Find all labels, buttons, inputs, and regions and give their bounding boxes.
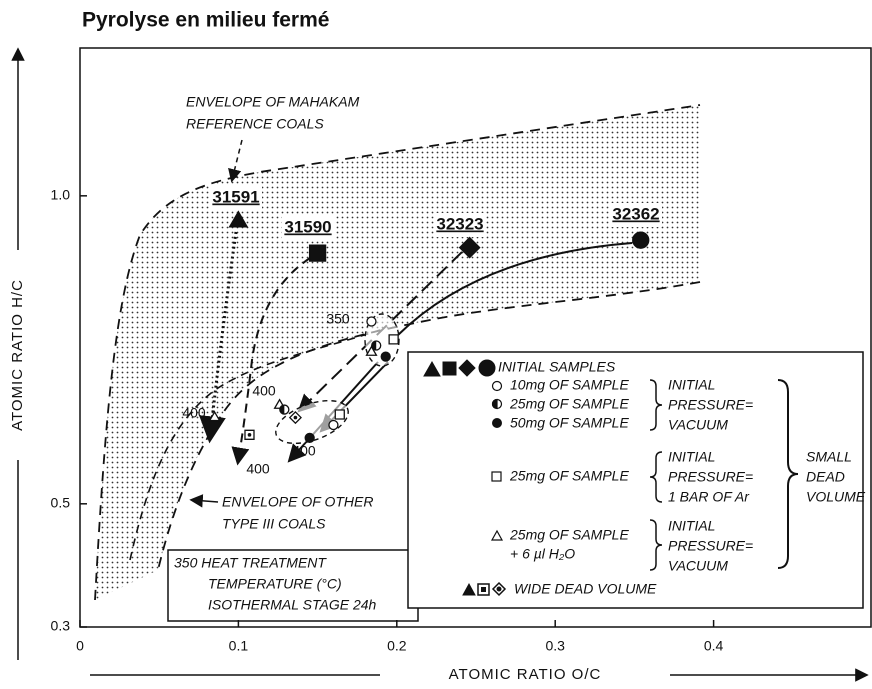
label-bg	[282, 216, 334, 240]
series-label: 32323	[436, 214, 483, 233]
mahakam-upper-boundary	[94, 104, 701, 601]
legend-label: PRESSURE=	[668, 538, 753, 554]
temperature-label: 400	[292, 443, 316, 459]
legend-label: + 6 µl H₂O	[510, 546, 575, 562]
trend-arrow	[198, 231, 238, 444]
data-point	[328, 419, 339, 431]
x-tick-label: 0.1	[229, 638, 249, 654]
temperature-label: 350	[326, 311, 350, 327]
heat-note: ISOTHERMAL STAGE 24h	[208, 597, 377, 613]
label-bg	[610, 203, 662, 227]
legend-label: WIDE DEAD VOLUME	[514, 581, 657, 597]
legend-label: VACUUM	[668, 417, 728, 433]
data-point-half	[279, 405, 285, 415]
legend-label: INITIAL SAMPLES	[498, 359, 616, 375]
envelope-label: ENVELOPE OF OTHER	[222, 494, 373, 510]
legend-label: PRESSURE=	[668, 469, 753, 485]
legend-box	[407, 351, 864, 609]
temperature-label: 400	[246, 461, 270, 477]
data-point-half	[371, 341, 377, 351]
legend-label: INITIAL	[668, 518, 715, 534]
legend-label: PRESSURE=	[668, 397, 753, 413]
legend-label: 50mg OF SAMPLE	[510, 415, 629, 431]
mahakam-lower-boundary	[157, 281, 701, 571]
y-tick-label: 0.5	[51, 495, 71, 511]
legend-label: INITIAL	[668, 449, 715, 465]
legend-label: 1 BAR OF Ar	[668, 489, 750, 505]
legend-label: DEAD	[806, 469, 845, 485]
data-point-dot	[293, 415, 298, 420]
temperature-label: 400	[182, 405, 206, 421]
heat-note: TEMPERATURE (°C)	[208, 576, 342, 592]
legend-brace	[777, 379, 799, 569]
envelope-label: REFERENCE COALS	[186, 116, 324, 132]
data-point	[388, 334, 399, 345]
legend-label: 25mg OF SAMPLE	[509, 396, 629, 412]
data-point	[334, 409, 345, 420]
data-point	[365, 345, 378, 356]
trend-arrow	[397, 242, 633, 336]
x-tick-label: 0	[76, 638, 84, 654]
data-point-dot	[247, 433, 252, 437]
legend-label: SMALL	[806, 449, 852, 465]
data-point	[458, 236, 481, 259]
legend-label: 25mg OF SAMPLE	[509, 527, 629, 543]
x-axis-label: ATOMIC RATIO O/C	[449, 666, 602, 683]
series-label: 31591	[212, 187, 259, 206]
y-tick-label: 1.0	[51, 187, 71, 203]
y-axis-label: ATOMIC RATIO H/C	[9, 279, 26, 431]
series-label: 31590	[284, 217, 331, 236]
heat-note: 350 HEAT TREATMENT	[174, 555, 327, 571]
plot-frame	[79, 47, 872, 628]
legend-label: VOLUME	[806, 489, 866, 505]
envelope-label: TYPE III COALS	[222, 516, 326, 532]
axis-label-bg	[380, 664, 670, 686]
mahakam-envelope	[95, 105, 700, 600]
legend-brace	[649, 519, 663, 571]
legend-label: 25mg OF SAMPLE	[509, 468, 629, 484]
envelope-label: ENVELOPE OF MAHAKAM	[186, 94, 360, 110]
other-envelope-boundary	[129, 329, 381, 561]
label-pointer	[189, 494, 219, 508]
legend-label: 10mg OF SAMPLE	[510, 377, 629, 393]
data-point	[632, 231, 650, 249]
x-tick-label: 0.3	[545, 638, 565, 654]
chart-title: Pyrolyse en milieu fermé	[82, 9, 329, 32]
cluster-ring	[275, 399, 349, 445]
data-point	[208, 410, 221, 422]
data-point	[228, 210, 249, 228]
legend-icons	[423, 359, 507, 597]
trend-arrow	[231, 257, 311, 466]
axis-label-bg	[8, 250, 30, 460]
data-point	[366, 316, 377, 327]
legend-label: INITIAL	[668, 377, 715, 393]
x-tick-label: 0.4	[704, 638, 724, 654]
series-label: 32362	[612, 204, 659, 223]
legend-label: VACUUM	[668, 558, 728, 574]
label-pointer	[228, 139, 243, 183]
y-tick-label: 0.3	[51, 618, 71, 634]
data-point	[304, 432, 315, 444]
data-point	[308, 244, 327, 262]
label-bg	[434, 213, 486, 237]
temperature-label: 400	[252, 383, 276, 399]
data-point	[380, 351, 391, 362]
x-tick-label: 0.2	[387, 638, 407, 654]
legend-brace	[649, 379, 663, 431]
legend-brace	[649, 451, 663, 503]
label-bg	[210, 186, 262, 210]
